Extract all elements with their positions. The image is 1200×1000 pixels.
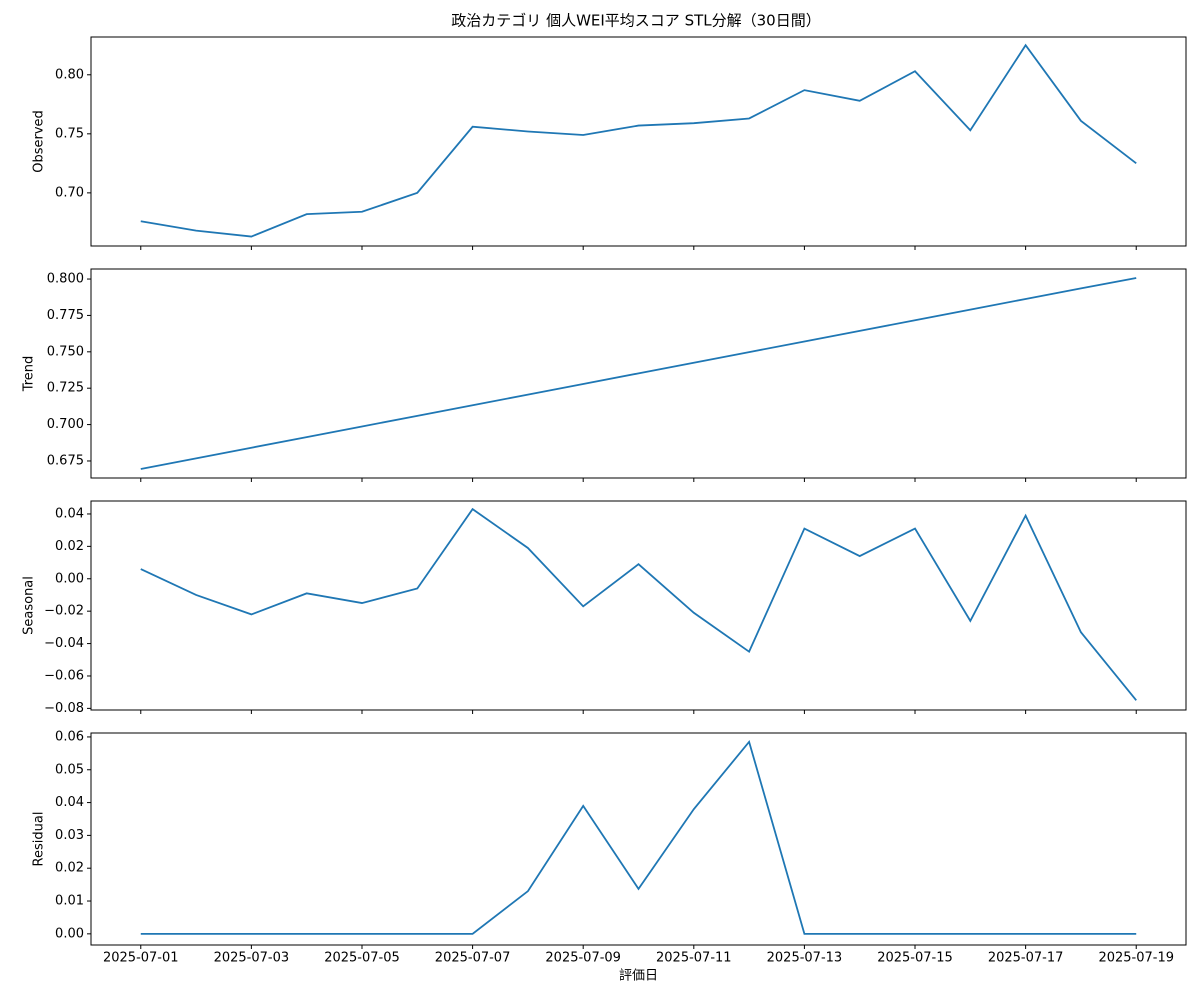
y-tick-label: 0.700 (47, 417, 84, 432)
x-tick-label: 2025-07-11 (656, 951, 732, 966)
data-line (140, 43, 1137, 238)
y-tick-label: 0.04 (55, 795, 84, 810)
plot-frame (90, 732, 1187, 946)
x-axis-label: 評価日 (619, 969, 658, 984)
y-tick-label: −0.08 (44, 701, 84, 716)
plot-frame (90, 500, 1187, 711)
x-tick-label: 2025-07-07 (435, 951, 511, 966)
x-tick-label: 2025-07-13 (767, 951, 843, 966)
y-axis-label: Trend (22, 356, 37, 393)
plot-frame (90, 36, 1187, 247)
plot-frame (90, 268, 1187, 479)
x-tick-label: 2025-07-05 (324, 951, 400, 966)
x-tick-label: 2025-07-19 (1098, 951, 1174, 966)
y-tick-label: 0.04 (55, 506, 84, 521)
x-tick-label: 2025-07-01 (103, 951, 179, 966)
y-axis-label: Seasonal (22, 576, 37, 635)
y-tick-label: −0.06 (44, 668, 84, 683)
y-tick-label: 0.675 (47, 453, 84, 468)
y-tick-label: 0.725 (47, 381, 84, 396)
y-tick-label: 0.750 (47, 344, 84, 359)
y-axis-label: Observed (32, 110, 47, 173)
y-tick-label: 0.02 (55, 539, 84, 554)
x-tick-label: 2025-07-15 (877, 951, 953, 966)
y-tick-label: −0.04 (44, 636, 84, 651)
y-tick-label: 0.05 (55, 762, 84, 777)
y-axis-label: Residual (32, 812, 47, 867)
x-tick-label: 2025-07-17 (988, 951, 1064, 966)
y-tick-label: −0.02 (44, 604, 84, 619)
y-tick-label: 0.02 (55, 861, 84, 876)
y-tick-label: 0.00 (55, 926, 84, 941)
y-tick-label: 0.775 (47, 308, 84, 323)
data-line (140, 277, 1137, 470)
y-tick-label: 0.75 (55, 126, 84, 141)
data-line (140, 739, 1137, 935)
y-tick-label: 0.00 (55, 571, 84, 586)
y-tick-label: 0.80 (55, 67, 84, 82)
y-tick-label: 0.01 (55, 894, 84, 909)
figure-title: 政治カテゴリ 個人WEI平均スコア STL分解（30日間） (451, 12, 820, 30)
x-tick-label: 2025-07-09 (545, 951, 621, 966)
y-tick-label: 0.70 (55, 185, 84, 200)
y-tick-label: 0.06 (55, 729, 84, 744)
data-line (140, 507, 1137, 701)
y-tick-label: 0.03 (55, 828, 84, 843)
y-tick-label: 0.800 (47, 272, 84, 287)
x-tick-label: 2025-07-03 (214, 951, 290, 966)
